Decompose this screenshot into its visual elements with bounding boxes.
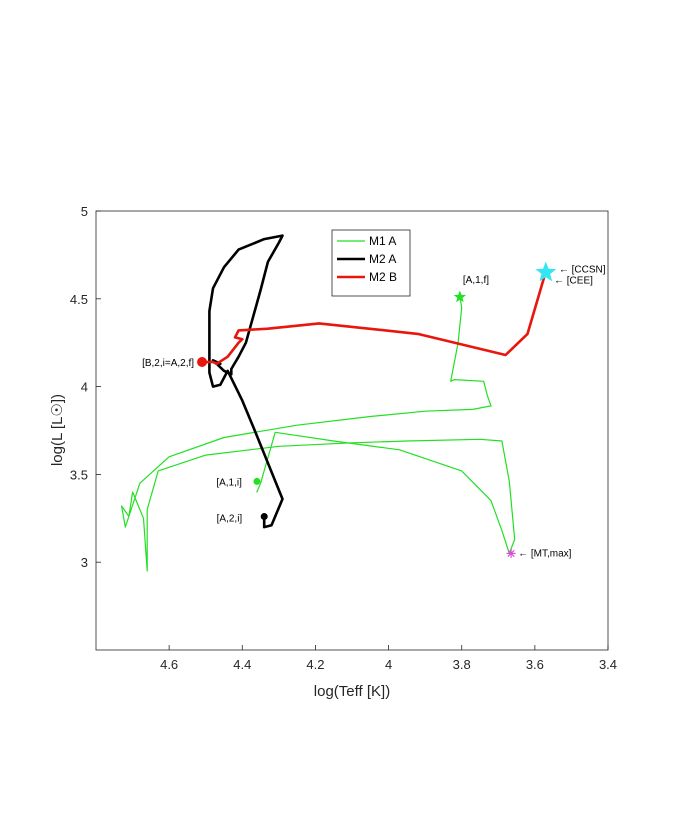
marker-dot (197, 357, 208, 368)
marker-dot (260, 513, 268, 521)
legend: M1 A M2 A M2 B (331, 229, 411, 297)
marker-layer: [A,1,f] [A,1,i] [A,2,i] [B,2,i=A,2,f] ← [MT,… (142, 261, 606, 559)
marker-dot (253, 477, 261, 485)
legend-entry-label: M2 B (369, 270, 397, 284)
series-line-0 (121, 296, 516, 572)
x-tick-label: 3.4 (599, 657, 617, 672)
y-tick-label: 3.5 (70, 467, 88, 482)
annotation-label: [A,1,f] (463, 275, 489, 286)
marker-star (453, 290, 467, 303)
x-tick-label: 3.8 (453, 657, 471, 672)
legend-entry-label: M2 A (369, 252, 396, 266)
y-tick-label: 4.5 (70, 292, 88, 307)
series-line-2 (200, 276, 546, 366)
y-tick-label: 3 (81, 555, 88, 570)
annotation-label: [A,1,i] (216, 477, 242, 488)
x-tick-label: 4 (385, 657, 392, 672)
legend-entry-label: M1 A (369, 234, 396, 248)
annotation-label: ← [CEE] (554, 275, 593, 286)
x-axis-title: log(Teff [K]) (314, 683, 390, 700)
annotation-label: [A,2,i] (217, 514, 243, 525)
x-tick-label: 4.6 (160, 657, 178, 672)
series-line-1 (208, 234, 284, 529)
x-tick-label: 4.2 (306, 657, 324, 672)
y-axis-ticks: 3 3.5 4 4.5 5 (70, 204, 101, 570)
y-tick-label: 4 (81, 380, 88, 395)
annotation-label: ← [CCSN] (559, 264, 606, 275)
y-tick-label: 5 (81, 204, 88, 219)
x-axis-ticks: 4.6 4.4 4.2 4 3.8 3.6 3.4 (160, 645, 617, 672)
x-tick-label: 3.6 (526, 657, 544, 672)
x-tick-label: 4.4 (233, 657, 251, 672)
marker-star (535, 261, 557, 282)
axes-box (95, 210, 609, 651)
marker-asterisk (506, 548, 516, 558)
annotation-label: [B,2,i=A,2,f] (142, 358, 194, 369)
y-axis-title: log(L [L☉]) (49, 394, 66, 466)
series-layer (121, 234, 546, 572)
annotation-label: ← [MT,max] (518, 548, 572, 559)
